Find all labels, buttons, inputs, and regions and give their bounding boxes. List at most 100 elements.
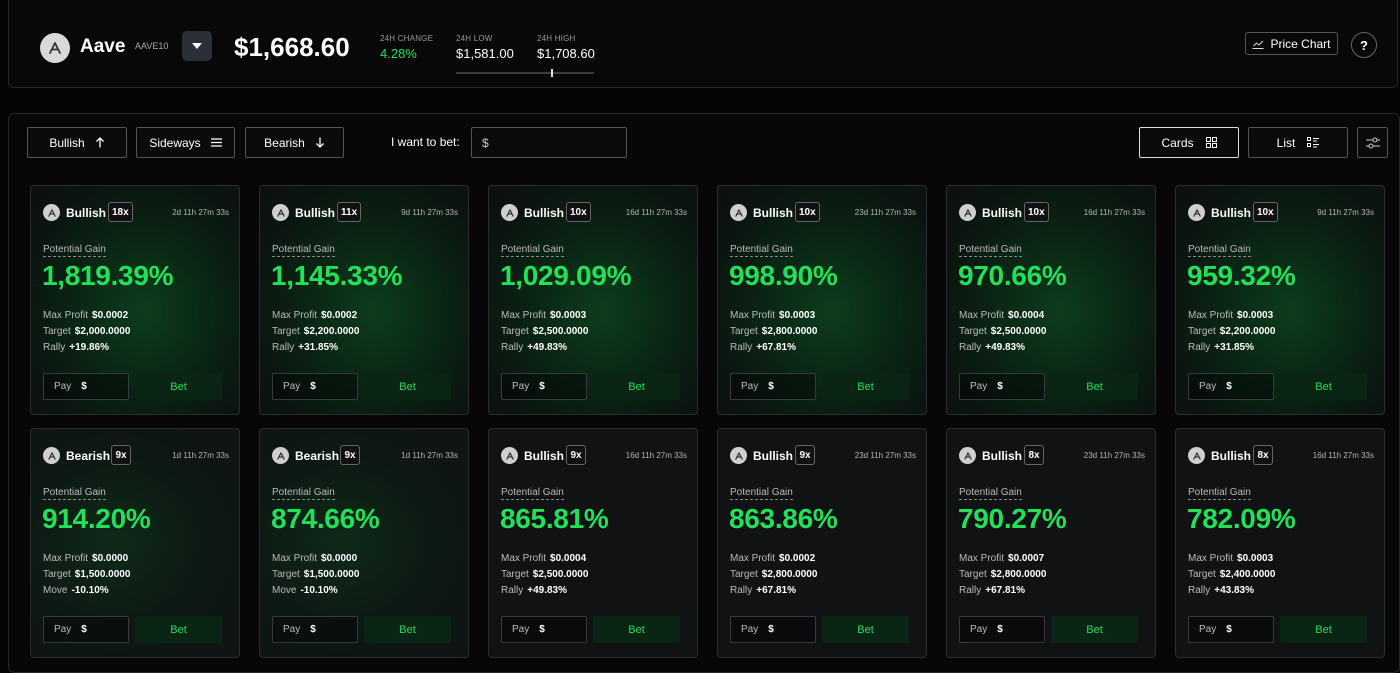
bet-card: Bullish 9x 23d 11h 27m 33s Potential Gai…: [717, 428, 927, 658]
max-profit-value: $0.0007: [1008, 553, 1045, 564]
target-label: Target: [272, 569, 300, 580]
pay-currency: $: [539, 381, 545, 392]
pay-currency: $: [997, 381, 1003, 392]
move-value: +31.85%: [298, 342, 338, 353]
expiry-timer: 16d 11h 27m 33s: [1312, 451, 1374, 460]
bet-button[interactable]: Bet: [1051, 616, 1138, 643]
pay-label: Pay: [741, 381, 759, 392]
pay-input[interactable]: Pay $: [43, 373, 129, 400]
pay-input[interactable]: Pay $: [501, 616, 587, 643]
move-row: Rally +43.83%: [1188, 585, 1254, 596]
pay-input[interactable]: Pay $: [1188, 373, 1274, 400]
bet-direction: Bullish: [524, 449, 565, 463]
target-value: $2,200.0000: [1219, 326, 1276, 337]
bet-button[interactable]: Bet: [822, 373, 909, 400]
pay-input[interactable]: Pay $: [501, 373, 587, 400]
leverage-badge: 10x: [1253, 202, 1278, 222]
help-button[interactable]: ?: [1351, 32, 1377, 58]
bet-button[interactable]: Bet: [135, 373, 222, 400]
move-value: +19.86%: [69, 342, 109, 353]
bet-card: Bullish 11x 9d 11h 27m 33s Potential Gai…: [259, 185, 469, 415]
bet-card: Bearish 9x 1d 11h 27m 33s Potential Gain…: [259, 428, 469, 658]
list-view-button[interactable]: List: [1248, 127, 1348, 158]
pay-input[interactable]: Pay $: [959, 373, 1045, 400]
pay-input[interactable]: Pay $: [730, 373, 816, 400]
potential-gain-value: 782.09%: [1187, 503, 1296, 534]
bet-button[interactable]: Bet: [1280, 373, 1367, 400]
aave-logo-icon: [272, 447, 289, 464]
list-icon: [1307, 137, 1320, 148]
expiry-timer: 16d 11h 27m 33s: [625, 451, 687, 460]
asset-header: [8, 0, 1398, 88]
bullish-filter-button[interactable]: Bullish: [27, 127, 127, 158]
pay-input[interactable]: Pay $: [730, 616, 816, 643]
potential-gain-label: Potential Gain: [1188, 487, 1251, 500]
asset-dropdown-button[interactable]: [182, 31, 212, 61]
bet-button[interactable]: Bet: [135, 616, 222, 643]
bet-button[interactable]: Bet: [593, 616, 680, 643]
move-row: Rally +49.83%: [501, 585, 567, 596]
price-range-marker: [551, 69, 553, 77]
high-label: 24H HIGH: [537, 34, 576, 43]
price-chart-label: Price Chart: [1270, 36, 1331, 51]
expiry-timer: 23d 11h 27m 33s: [1083, 451, 1145, 460]
price-range-track: [456, 72, 594, 74]
bet-direction: Bullish: [982, 449, 1023, 463]
potential-gain-value: 1,819.39%: [42, 260, 174, 291]
max-profit-row: Max Profit $0.0004: [959, 310, 1044, 321]
filter-settings-button[interactable]: [1357, 127, 1388, 158]
bet-card: Bullish 10x 16d 11h 27m 33s Potential Ga…: [946, 185, 1156, 415]
bets-panel: [8, 113, 1400, 673]
pay-currency: $: [768, 624, 774, 635]
bet-card: Bullish 8x 23d 11h 27m 33s Potential Gai…: [946, 428, 1156, 658]
bearish-filter-button[interactable]: Bearish: [245, 127, 344, 158]
move-row: Rally +31.85%: [272, 342, 338, 353]
max-profit-label: Max Profit: [272, 553, 318, 564]
expiry-timer: 23d 11h 27m 33s: [854, 451, 916, 460]
target-value: $2,000.0000: [74, 326, 131, 337]
pay-currency: $: [1226, 381, 1232, 392]
pay-input[interactable]: Pay $: [43, 616, 129, 643]
target-label: Target: [43, 326, 71, 337]
bet-button[interactable]: Bet: [364, 616, 451, 643]
pay-label: Pay: [512, 624, 530, 635]
pay-input[interactable]: Pay $: [272, 373, 358, 400]
target-value: $1,500.0000: [303, 569, 360, 580]
target-value: $2,800.0000: [761, 326, 818, 337]
max-profit-value: $0.0003: [1237, 553, 1274, 564]
pay-label: Pay: [1199, 624, 1217, 635]
target-label: Target: [959, 326, 987, 337]
bullish-filter-label: Bullish: [49, 135, 85, 150]
pay-input[interactable]: Pay $: [1188, 616, 1274, 643]
sideways-filter-button[interactable]: Sideways: [136, 127, 235, 158]
move-label: Rally: [501, 342, 524, 353]
low-value: $1,581.00: [456, 46, 514, 61]
aave-logo-icon: [1188, 204, 1205, 221]
max-profit-value: $0.0002: [92, 310, 129, 321]
cards-view-button[interactable]: Cards: [1139, 127, 1239, 158]
leverage-badge: 9x: [340, 445, 360, 465]
aave-logo-icon: [959, 204, 976, 221]
potential-gain-label: Potential Gain: [730, 487, 793, 500]
move-value: +67.81%: [985, 585, 1025, 596]
bet-button[interactable]: Bet: [364, 373, 451, 400]
max-profit-label: Max Profit: [959, 310, 1005, 321]
bet-button[interactable]: Bet: [1280, 616, 1367, 643]
aave-logo-icon: [40, 33, 70, 63]
bet-button[interactable]: Bet: [1051, 373, 1138, 400]
max-profit-value: $0.0004: [1008, 310, 1045, 321]
price-chart-button[interactable]: Price Chart: [1245, 32, 1338, 55]
expiry-timer: 23d 11h 27m 33s: [854, 208, 916, 217]
bet-button[interactable]: Bet: [822, 616, 909, 643]
bet-card: Bullish 8x 16d 11h 27m 33s Potential Gai…: [1175, 428, 1385, 658]
pay-input[interactable]: Pay $: [959, 616, 1045, 643]
move-label: Move: [272, 585, 297, 596]
move-label: Rally: [501, 585, 524, 596]
bet-direction: Bullish: [1211, 449, 1252, 463]
bet-amount-input[interactable]: $: [471, 127, 627, 158]
bet-button[interactable]: Bet: [593, 373, 680, 400]
pay-input[interactable]: Pay $: [272, 616, 358, 643]
max-profit-label: Max Profit: [730, 553, 776, 564]
leverage-badge: 9x: [795, 445, 815, 465]
target-label: Target: [1188, 569, 1216, 580]
